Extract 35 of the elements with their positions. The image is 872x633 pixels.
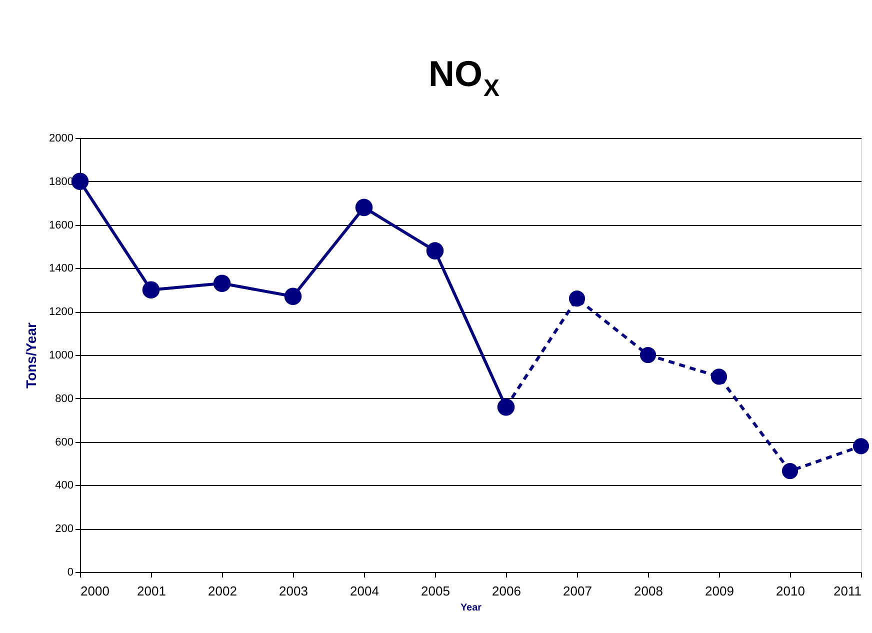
x-tick-label: 2006 [492,584,521,598]
y-axis-title: Tons/Year [23,322,40,388]
point [852,438,870,454]
point [640,346,656,364]
y-tick-label: 1400 [49,262,74,275]
point [284,288,302,306]
y-tick-label: 600 [55,436,74,448]
y-tick-label: 1000 [49,350,74,362]
y-tick-label: 1600 [49,219,74,232]
point [142,281,160,299]
point [213,274,231,292]
point [710,368,728,385]
x-axis-title: Year [460,602,482,614]
y-tick-label: 1200 [49,306,74,318]
x-tick-label: 2000 [80,584,110,598]
point [355,198,373,216]
point [782,463,798,480]
y-tick-label: 800 [55,392,74,405]
point [568,290,586,307]
x-tick-label: 2003 [279,584,308,598]
x-tick-label: 2009 [705,584,734,598]
y-tick-label: 0 [67,566,74,578]
x-tick-label: 2005 [421,584,450,598]
y-tick-label: 200 [55,523,74,536]
y-tick-label: 2000 [49,132,74,144]
x-tick-label: 2010 [776,584,805,598]
y-tick-label: 400 [55,480,74,492]
x-tick-label: 2008 [634,584,663,598]
x-tick-label: 2002 [208,584,237,598]
x-tick-label: 2004 [350,584,379,598]
x-tick-label: 2007 [563,584,592,598]
point [71,172,89,190]
x-tick-label: 2001 [137,584,166,598]
point [426,242,444,260]
x-tick-label: 2011 [834,584,862,598]
